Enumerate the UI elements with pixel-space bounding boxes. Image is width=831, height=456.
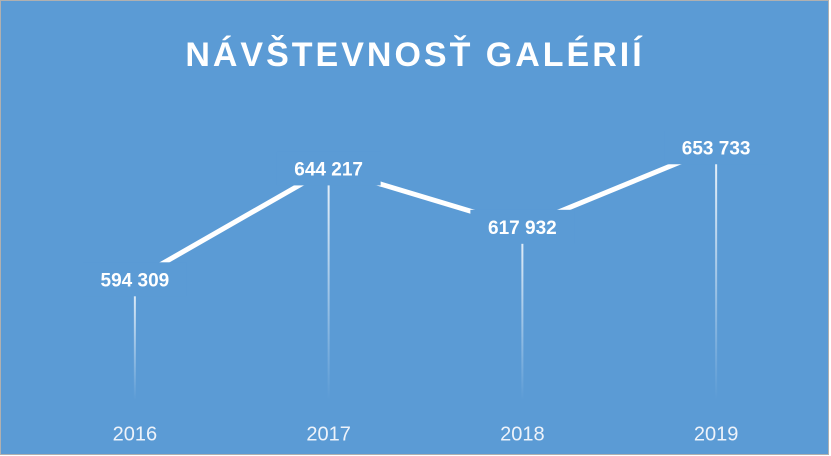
drop-line — [133, 279, 136, 400]
line — [133, 144, 718, 282]
data-label: 653 733 — [682, 138, 751, 159]
drop-line — [327, 168, 330, 400]
chart-title: NÁVŠTEVNOSŤ GALÉRIÍ — [185, 35, 644, 74]
x-tick-label: 2016 — [113, 423, 158, 445]
data-label: 594 309 — [101, 270, 170, 291]
label-background — [664, 130, 769, 165]
label-background — [82, 262, 187, 297]
data-label: 617 932 — [488, 218, 557, 239]
x-tick-label: 2018 — [500, 423, 545, 445]
label-background — [470, 209, 575, 244]
label-background — [276, 151, 381, 186]
x-tick-label: 2017 — [306, 423, 351, 445]
drop-line — [715, 147, 718, 400]
data-label: 644 217 — [294, 159, 363, 180]
drop-line — [521, 226, 524, 400]
x-tick-label: 2019 — [694, 423, 739, 445]
